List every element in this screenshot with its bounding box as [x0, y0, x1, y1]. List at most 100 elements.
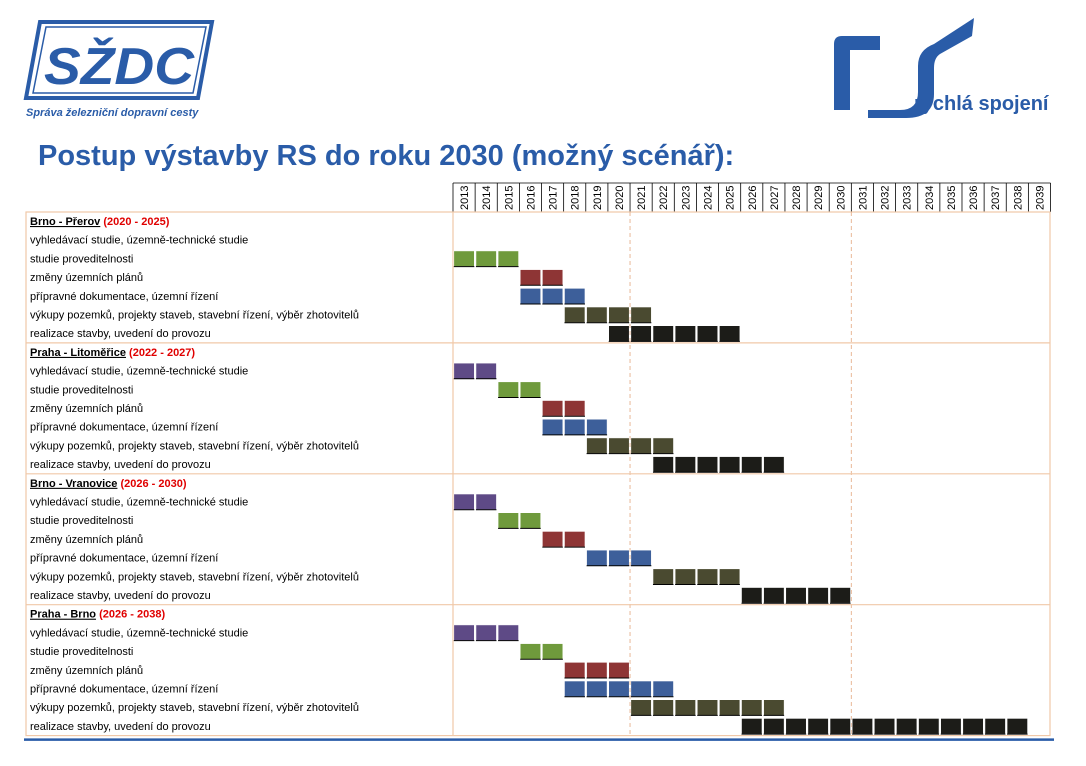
- task-label-vyhledavaci: vyhledávací studie, územně-technické stu…: [30, 497, 248, 509]
- segment-name: Brno - Přerov: [30, 216, 101, 228]
- gantt-bar-realizace-2022: [652, 456, 674, 473]
- gantt-bar-realizace-2027: [763, 456, 785, 473]
- gantt-bar-pripravne-2016: [519, 287, 542, 305]
- gantt-bar-vykupy-2024: [696, 699, 719, 716]
- gantt-bar-realizace-2021: [630, 325, 652, 342]
- gantt-bar-uzemni_plany-2018: [564, 661, 586, 679]
- gantt-bar-vyhledavaci-2014: [475, 493, 497, 510]
- page-title: Postup výstavby RS do roku 2030 (možný s…: [38, 140, 735, 172]
- gantt-bar-pripravne-2021: [630, 680, 652, 697]
- task-label-pripravne: přípravné dokumentace, územní řízení: [30, 553, 218, 565]
- gantt-bar-vyhledavaci-2015: [497, 624, 519, 641]
- segment-title: Brno - Přerov (2020 - 2025): [30, 216, 170, 228]
- gantt-bar-realizace-2022: [652, 325, 674, 342]
- year-label-2018: 2018: [570, 186, 582, 210]
- task-label-vykupy: výkupy pozemků, projekty staveb, stavebn…: [30, 310, 359, 322]
- task-label-uzemni_plany: změny územních plánů: [30, 534, 143, 546]
- gantt-bar-realizace-2026: [741, 587, 763, 604]
- task-label-vykupy: výkupy pozemků, projekty staveb, stavebn…: [30, 571, 359, 583]
- szdc-logo-caption: Správa železniční dopravní cesty: [26, 107, 199, 119]
- gantt-bar-realizace-2026: [741, 456, 763, 473]
- gantt-bar-vyhledavaci-2013: [453, 493, 475, 510]
- gantt-bar-pripravne-2022: [652, 680, 674, 697]
- gantt-bar-realizace-2020: [608, 325, 630, 342]
- year-label-2027: 2027: [769, 186, 781, 210]
- year-label-2014: 2014: [481, 186, 493, 210]
- rs-logo: rychlá spojení: [834, 18, 1050, 118]
- year-label-2036: 2036: [968, 186, 980, 210]
- task-label-pripravne: přípravné dokumentace, územní řízení: [30, 291, 218, 303]
- segment-period: (2020 - 2025): [100, 216, 169, 228]
- gantt-bar-realizace-2030: [829, 587, 851, 604]
- gantt-bar-realizace-2030: [829, 718, 851, 735]
- rs-logo-mark: [834, 36, 880, 110]
- gantt-bar-vyhledavaci-2014: [475, 362, 497, 380]
- gantt-bar-uzemni_plany-2018: [564, 400, 586, 417]
- segment-title: Brno - Vranovice (2026 - 2030): [30, 478, 187, 490]
- task-label-proveditelnost: studie proveditelnosti: [30, 253, 133, 265]
- gantt-bar-realizace-2037: [984, 718, 1006, 735]
- gantt-bar-vykupy-2023: [674, 568, 696, 585]
- year-label-2017: 2017: [548, 186, 560, 210]
- year-label-2016: 2016: [525, 186, 537, 210]
- task-label-vyhledavaci: vyhledávací studie, územně-technické stu…: [30, 366, 248, 378]
- task-label-pripravne: přípravné dokumentace, územní řízení: [30, 422, 218, 434]
- gantt-bar-vykupy-2023: [674, 699, 696, 716]
- gantt-bar-vykupy-2019: [586, 437, 608, 454]
- gantt-bar-vykupy-2021: [630, 437, 652, 454]
- year-label-2033: 2033: [902, 186, 914, 210]
- year-label-2030: 2030: [835, 186, 847, 210]
- year-label-2037: 2037: [990, 186, 1002, 210]
- task-label-uzemni_plany: změny územních plánů: [30, 403, 143, 415]
- year-label-2026: 2026: [747, 186, 759, 210]
- gantt-bar-proveditelnost-2015: [497, 381, 519, 398]
- gantt-bar-vykupy-2027: [763, 699, 785, 716]
- year-label-2013: 2013: [459, 186, 471, 210]
- task-label-vykupy: výkupy pozemků, projekty staveb, stavebn…: [30, 440, 359, 452]
- year-label-2039: 2039: [1034, 186, 1046, 210]
- gantt-bar-proveditelnost-2015: [497, 250, 519, 267]
- gantt-bar-uzemni_plany-2016: [519, 269, 542, 286]
- gantt-bar-uzemni_plany-2020: [608, 661, 630, 679]
- gantt-bar-realizace-2025: [719, 325, 741, 342]
- year-label-2015: 2015: [503, 186, 515, 210]
- gantt-bar-realizace-2031: [851, 718, 873, 735]
- year-label-2022: 2022: [658, 186, 670, 210]
- rs-logo-caption: rychlá spojení: [914, 93, 1050, 115]
- gantt-bar-realizace-2024: [696, 325, 719, 342]
- task-label-vyhledavaci: vyhledávací studie, územně-technické stu…: [30, 627, 248, 639]
- task-label-proveditelnost: studie proveditelnosti: [30, 646, 133, 658]
- year-label-2028: 2028: [791, 186, 803, 210]
- segment-period: (2026 - 2030): [117, 478, 186, 490]
- gantt-bar-uzemni_plany-2017: [542, 269, 564, 286]
- gantt-bar-uzemni_plany-2017: [542, 531, 564, 548]
- year-label-2023: 2023: [680, 186, 692, 210]
- task-label-proveditelnost: studie proveditelnosti: [30, 384, 133, 396]
- gantt-bar-proveditelnost-2016: [519, 512, 542, 529]
- gantt-bar-vyhledavaci-2014: [475, 624, 497, 641]
- gantt-bar-realizace-2034: [918, 718, 940, 735]
- gantt-bar-realizace-2032: [873, 718, 896, 735]
- year-label-2021: 2021: [636, 186, 648, 210]
- gantt-bar-pripravne-2021: [630, 549, 652, 567]
- gantt-bar-pripravne-2017: [542, 418, 564, 436]
- segment-name: Praha - Litoměřice: [30, 347, 126, 359]
- gantt-bar-vykupy-2022: [652, 437, 674, 454]
- task-label-realizace: realizace stavby, uvedení do provozu: [30, 590, 211, 602]
- task-label-realizace: realizace stavby, uvedení do provozu: [30, 459, 211, 471]
- segment-name: Brno - Vranovice: [30, 478, 117, 490]
- gantt-bar-realizace-2023: [674, 325, 696, 342]
- gantt-bar-pripravne-2018: [564, 418, 586, 436]
- gantt-bar-realizace-2026: [741, 718, 763, 735]
- year-label-2034: 2034: [924, 186, 936, 210]
- gantt-bar-realizace-2024: [696, 456, 719, 473]
- gantt-bar-proveditelnost-2014: [475, 250, 497, 267]
- gantt-bar-realizace-2028: [785, 718, 807, 735]
- gantt-bar-pripravne-2019: [586, 680, 608, 697]
- gantt-bar-realizace-2023: [674, 456, 696, 473]
- gantt-bar-vykupy-2020: [608, 437, 630, 454]
- gantt-bar-vykupy-2018: [564, 306, 586, 323]
- gantt-bar-uzemni_plany-2017: [542, 400, 564, 417]
- gantt-bar-vykupy-2026: [741, 699, 763, 716]
